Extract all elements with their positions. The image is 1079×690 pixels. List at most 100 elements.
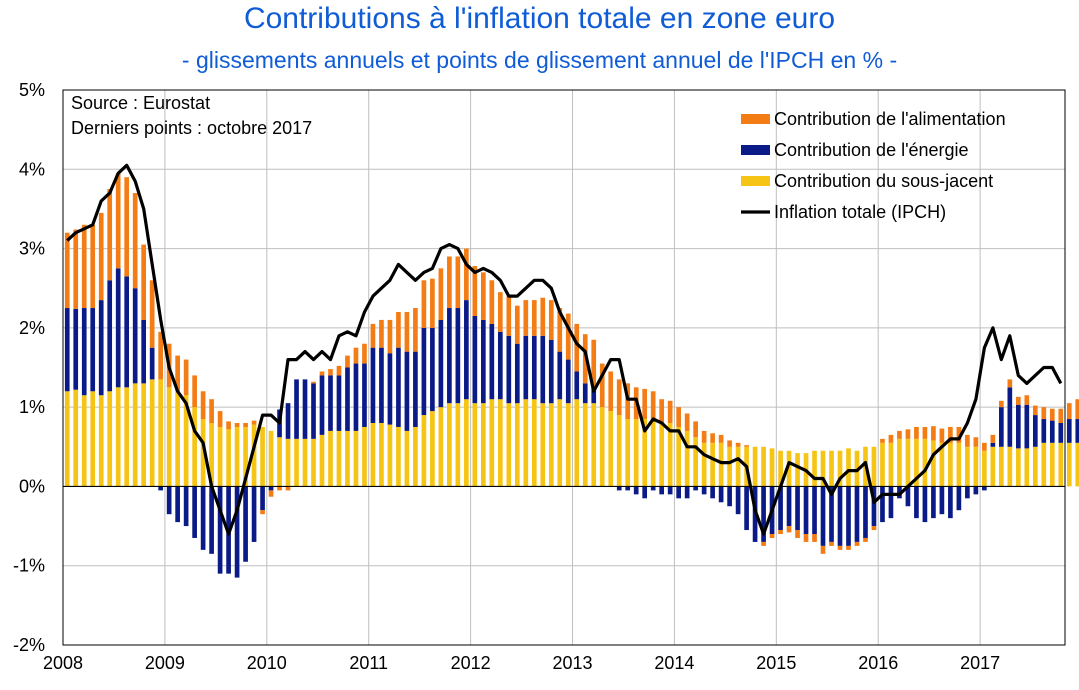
food-bar [158, 331, 163, 380]
food-bar [1049, 408, 1055, 421]
core-bar [761, 446, 766, 487]
energy-bar [149, 347, 155, 380]
food-bar [98, 212, 104, 301]
energy-bar [328, 375, 333, 431]
energy-bar [115, 268, 121, 388]
energy-bar [90, 308, 96, 392]
source-note: Source : Eurostat [71, 93, 210, 113]
food-bar [540, 297, 546, 336]
core-bar [888, 442, 894, 487]
food-bar [948, 426, 953, 443]
energy-bar [905, 486, 911, 507]
x-tick-label: 2016 [858, 653, 898, 673]
energy-bar [846, 486, 851, 546]
core-bar [413, 426, 418, 487]
food-bar [251, 420, 257, 425]
energy-bar [497, 331, 503, 400]
core-bar [684, 430, 690, 487]
energy-bar [523, 335, 529, 400]
food-bar [149, 280, 155, 348]
food-bar [956, 426, 962, 443]
core-bar [209, 423, 214, 487]
y-tick-label: 4% [19, 159, 45, 179]
core-bar [582, 403, 588, 487]
core-bar [302, 438, 308, 487]
energy-bar [73, 308, 79, 390]
energy-bar [914, 486, 919, 519]
core-bar [489, 399, 495, 487]
energy-bar [880, 486, 885, 523]
legend-label: Contribution du sous-jacent [774, 171, 993, 191]
energy-bar [727, 486, 732, 507]
core-bar [243, 426, 248, 487]
food-bar [268, 490, 274, 497]
core-bar [294, 438, 299, 487]
core-bar [430, 411, 435, 487]
food-bar [837, 545, 843, 550]
core-bar [633, 419, 639, 487]
core-bar [251, 424, 257, 487]
legend-label: Inflation totale (IPCH) [774, 202, 946, 222]
food-bar [812, 534, 817, 542]
energy-bar [863, 486, 868, 538]
energy-bar [565, 359, 571, 404]
energy-bar [353, 363, 359, 431]
energy-bar [1058, 423, 1064, 443]
energy-bar [396, 347, 401, 427]
core-bar [880, 442, 885, 487]
food-bar [888, 434, 894, 443]
food-bar [1024, 395, 1030, 405]
core-bar [506, 403, 512, 487]
food-bar [73, 229, 79, 309]
energy-bar [379, 347, 384, 423]
core-bar [548, 403, 554, 487]
food-bar [455, 256, 461, 309]
food-bar [379, 319, 384, 348]
core-bar [710, 442, 715, 487]
core-bar [328, 430, 333, 487]
food-bar [481, 272, 486, 320]
core-bar [90, 391, 96, 487]
core-bar [897, 438, 902, 487]
core-bar [1066, 442, 1072, 487]
food-bar [684, 413, 690, 431]
legend-swatch-food [741, 114, 770, 124]
energy-bar [625, 486, 631, 491]
core-bar [667, 423, 673, 487]
food-bar [616, 379, 622, 416]
energy-bar [540, 335, 546, 404]
core-bar [370, 423, 376, 487]
chart-title: Contributions à l'inflation totale en zo… [243, 2, 836, 35]
core-bar [345, 430, 350, 487]
energy-bar [778, 486, 783, 531]
core-bar [786, 450, 792, 487]
energy-bar [735, 486, 741, 515]
core-bar [234, 426, 240, 487]
food-bar [387, 319, 393, 354]
core-bar [829, 450, 834, 487]
core-bar [608, 411, 614, 487]
chart-subtitle: - glissements annuels et points de gliss… [181, 47, 898, 73]
energy-bar [999, 407, 1004, 447]
core-bar [1024, 448, 1030, 487]
food-bar [599, 363, 605, 408]
core-bar [676, 426, 681, 487]
food-bar [260, 510, 265, 515]
energy-bar [659, 486, 665, 495]
y-tick-label: 1% [19, 397, 45, 417]
food-bar [124, 177, 130, 277]
energy-bar [285, 403, 291, 439]
core-bar [1015, 448, 1021, 487]
food-bar [718, 434, 724, 443]
food-bar [243, 423, 248, 427]
energy-bar [455, 308, 461, 404]
energy-bar [744, 486, 749, 531]
energy-bar [1032, 415, 1038, 447]
food-bar [965, 434, 970, 447]
energy-bar [243, 486, 248, 562]
energy-bar [464, 300, 469, 400]
energy-bar [430, 327, 435, 412]
food-bar [897, 430, 902, 439]
energy-bar [642, 486, 648, 499]
energy-bar [676, 486, 681, 499]
